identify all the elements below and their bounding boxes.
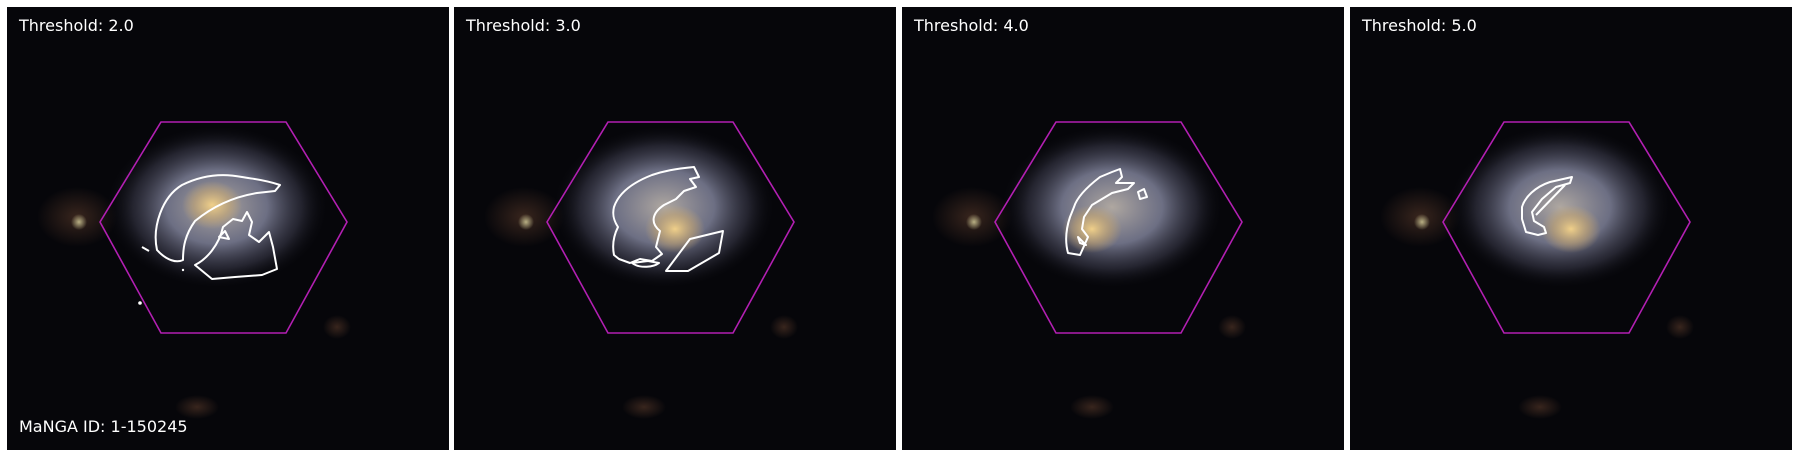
faint-background-source — [770, 315, 798, 339]
panel-threshold-3: Threshold: 3.0 — [454, 7, 896, 450]
panel-threshold-5: Threshold: 5.0 — [1350, 7, 1792, 450]
threshold-label: Threshold: 2.0 — [19, 16, 134, 35]
faint-background-source — [1518, 395, 1562, 419]
faint-background-source — [1070, 395, 1114, 419]
contour — [612, 166, 724, 272]
ifu-hexagon — [994, 121, 1243, 334]
faint-background-source — [1218, 315, 1246, 339]
faint-background-source — [175, 395, 219, 419]
threshold-label: Threshold: 3.0 — [466, 16, 581, 35]
galaxy-core — [645, 205, 705, 253]
galaxy-core — [182, 181, 242, 229]
foreground-star — [966, 214, 982, 230]
galaxy-disk — [1000, 125, 1224, 289]
ifu-hexagon — [546, 121, 795, 334]
galaxy-core — [1541, 205, 1601, 253]
galaxy-image — [454, 7, 896, 450]
faint-background-source — [1666, 315, 1694, 339]
ifu-hexagon — [1442, 121, 1691, 334]
contour — [141, 174, 281, 280]
galaxy-image — [1350, 7, 1792, 450]
contour — [138, 301, 142, 305]
foreground-star — [71, 214, 87, 230]
panel-threshold-2: Threshold: 2.0 MaNGA ID: 1-150245 — [7, 7, 449, 450]
contour — [1521, 176, 1573, 236]
galaxy-image — [7, 7, 449, 450]
galaxy-core — [1062, 205, 1122, 253]
galaxy-image — [902, 7, 1344, 450]
threshold-label: Threshold: 5.0 — [1362, 16, 1477, 35]
contour — [1065, 168, 1148, 256]
contour — [181, 268, 185, 272]
faint-background-source — [323, 315, 351, 339]
threshold-label: Threshold: 4.0 — [914, 16, 1029, 35]
panel-threshold-4: Threshold: 4.0 — [902, 7, 1344, 450]
foreground-star — [1414, 214, 1430, 230]
ifu-hexagon — [99, 121, 348, 334]
foreground-star — [518, 214, 534, 230]
manga-id-label: MaNGA ID: 1-150245 — [19, 417, 188, 436]
faint-background-source — [622, 395, 666, 419]
